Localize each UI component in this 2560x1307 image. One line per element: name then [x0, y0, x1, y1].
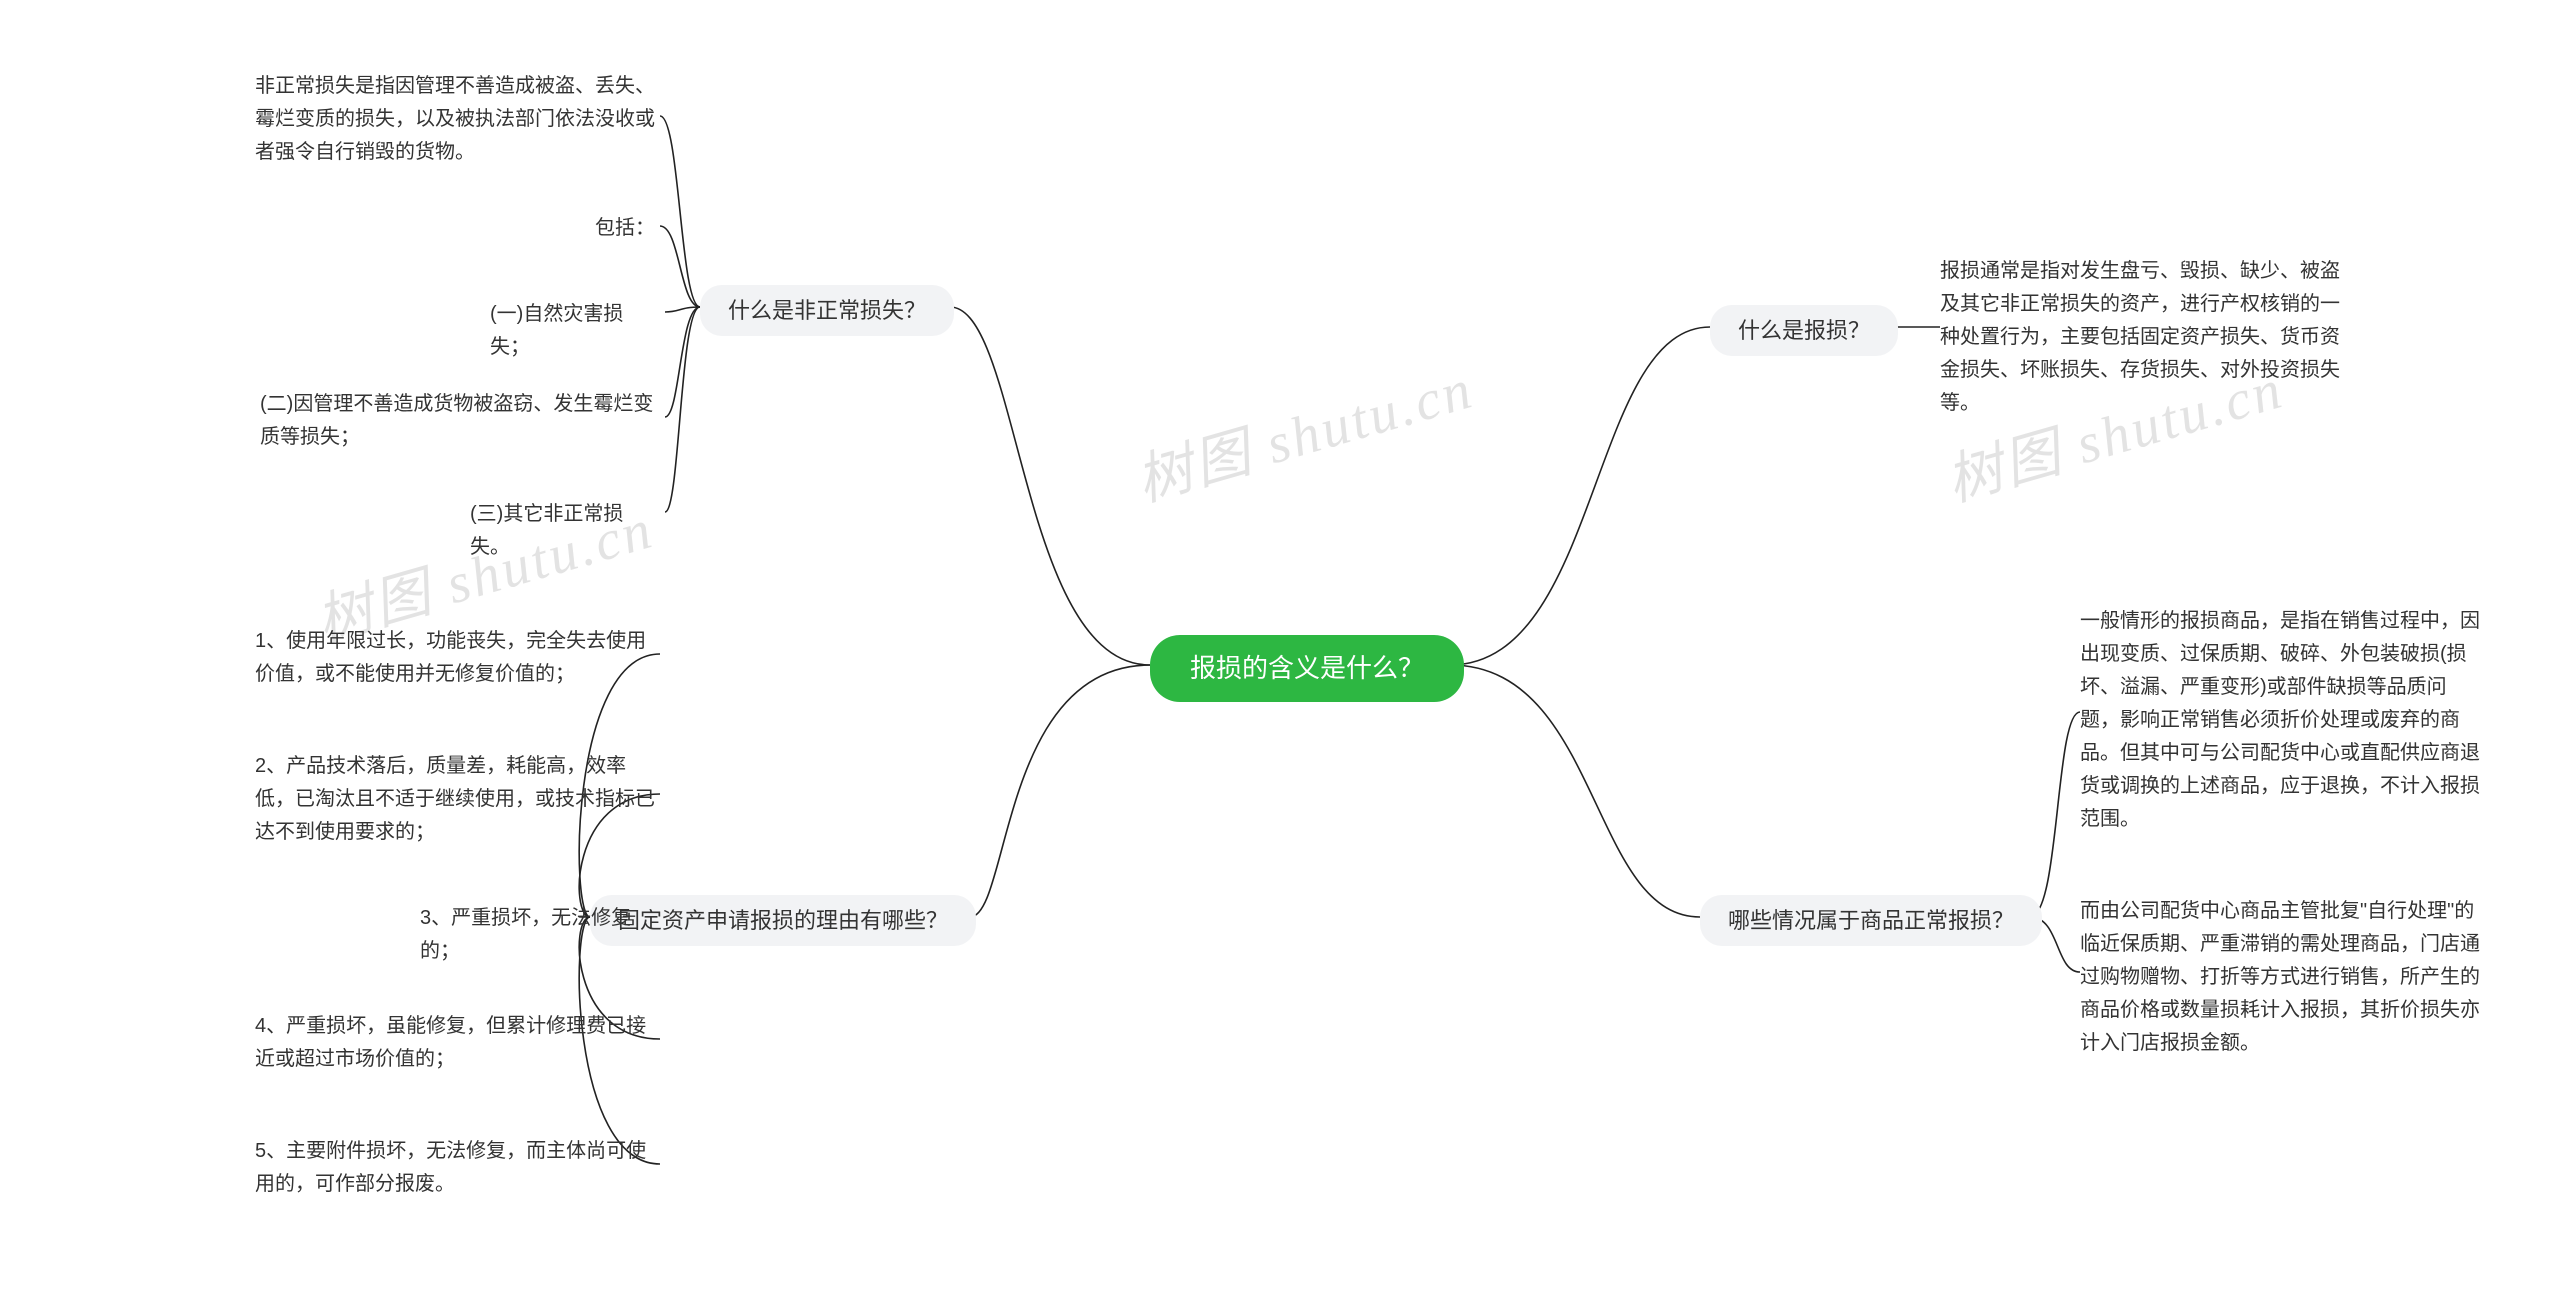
leaf-b1-definition: 非正常损失是指因管理不善造成被盗、丢失、霉烂变质的损失，以及被执法部门依法没收或…	[255, 70, 655, 169]
leaf-b3-reason2: 2、产品技术落后，质量差，耗能高，效率低，已淘汰且不适于继续使用，或技术指标已达…	[255, 750, 655, 849]
watermark-2: 树图 shutu.cn	[1126, 344, 1482, 518]
leaf-b3-reason4: 4、严重损坏，虽能修复，但累计修理费已接近或超过市场价值的；	[255, 1010, 655, 1076]
leaf-b4-case2: 而由公司配货中心商品主管批复"自行处理"的临近保质期、严重滞销的需处理商品，门店…	[2080, 895, 2480, 1060]
leaf-b1-item2: (二)因管理不善造成货物被盗窃、发生霉烂变质等损失；	[260, 388, 660, 454]
leaf-b3-reason1: 1、使用年限过长，功能丧失，完全失去使用价值，或不能使用并无修复价值的；	[255, 625, 655, 691]
leaf-b3-reason5: 5、主要附件损坏，无法修复，而主体尚可使用的，可作部分报废。	[255, 1135, 655, 1201]
mindmap-canvas: 树图 shutu.cn 树图 shutu.cn 树图 shutu.cn 报损的含…	[0, 0, 2560, 1307]
center-topic: 报损的含义是什么？	[1150, 635, 1464, 702]
branch-abnormal-loss: 什么是非正常损失？	[700, 285, 954, 336]
leaf-b1-item3: (三)其它非正常损失。	[470, 498, 660, 564]
leaf-b1-item1: (一)自然灾害损失；	[490, 298, 660, 364]
leaf-b4-case1: 一般情形的报损商品，是指在销售过程中，因出现变质、过保质期、破碎、外包装破损(损…	[2080, 605, 2480, 836]
leaf-b2-definition: 报损通常是指对发生盘亏、毁损、缺少、被盗及其它非正常损失的资产，进行产权核销的一…	[1940, 255, 2340, 420]
branch-what-is-baosun: 什么是报损？	[1710, 305, 1898, 356]
leaf-b3-reason3: 3、严重损坏，无法修复的；	[420, 902, 655, 968]
leaf-b1-includes: 包括：	[595, 212, 655, 245]
branch-normal-goods-loss: 哪些情况属于商品正常报损？	[1700, 895, 2042, 946]
